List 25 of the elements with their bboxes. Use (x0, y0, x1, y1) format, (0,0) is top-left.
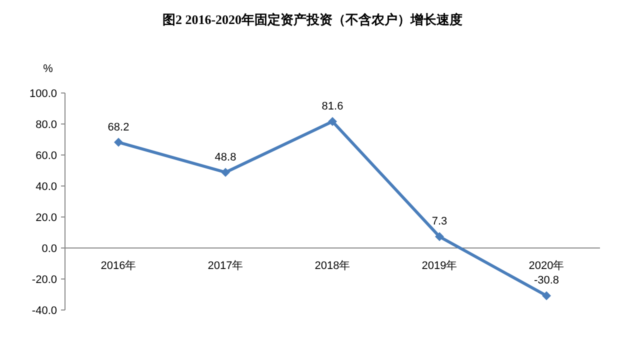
y-axis-title: % (43, 63, 54, 75)
point (435, 232, 444, 242)
data-label: 81.6 (322, 100, 344, 113)
y-tick-label: 20.0 (36, 212, 57, 224)
point (328, 117, 337, 126)
x-tick-label: 2016年 (100, 260, 136, 272)
x-tick-label: 2019年 (422, 260, 458, 272)
data-label: 68.2 (108, 121, 130, 134)
y-tick-label: -40.0 (32, 305, 57, 317)
y-tick-label: 80.0 (36, 119, 57, 131)
point (542, 291, 551, 300)
y-tick-label: 100.0 (29, 88, 57, 100)
data-label: 7.3 (432, 216, 448, 228)
y-tick-label: -20.0 (32, 274, 57, 286)
chart-title: 图2 2016-2020年固定资产投资（不含农户）增长速度 (162, 12, 463, 27)
point (221, 168, 230, 177)
point (114, 138, 123, 147)
x-tick-label: 2020年 (528, 260, 564, 272)
y-tick-label: 0.0 (42, 243, 57, 255)
y-tick-label: 60.0 (36, 150, 57, 162)
x-tick-label: 2017年 (208, 260, 244, 272)
y-tick-label: 40.0 (36, 181, 57, 193)
data-label: -30.8 (534, 274, 560, 287)
data-label: 48.8 (214, 151, 236, 164)
x-tick-label: 2018年 (314, 260, 350, 272)
